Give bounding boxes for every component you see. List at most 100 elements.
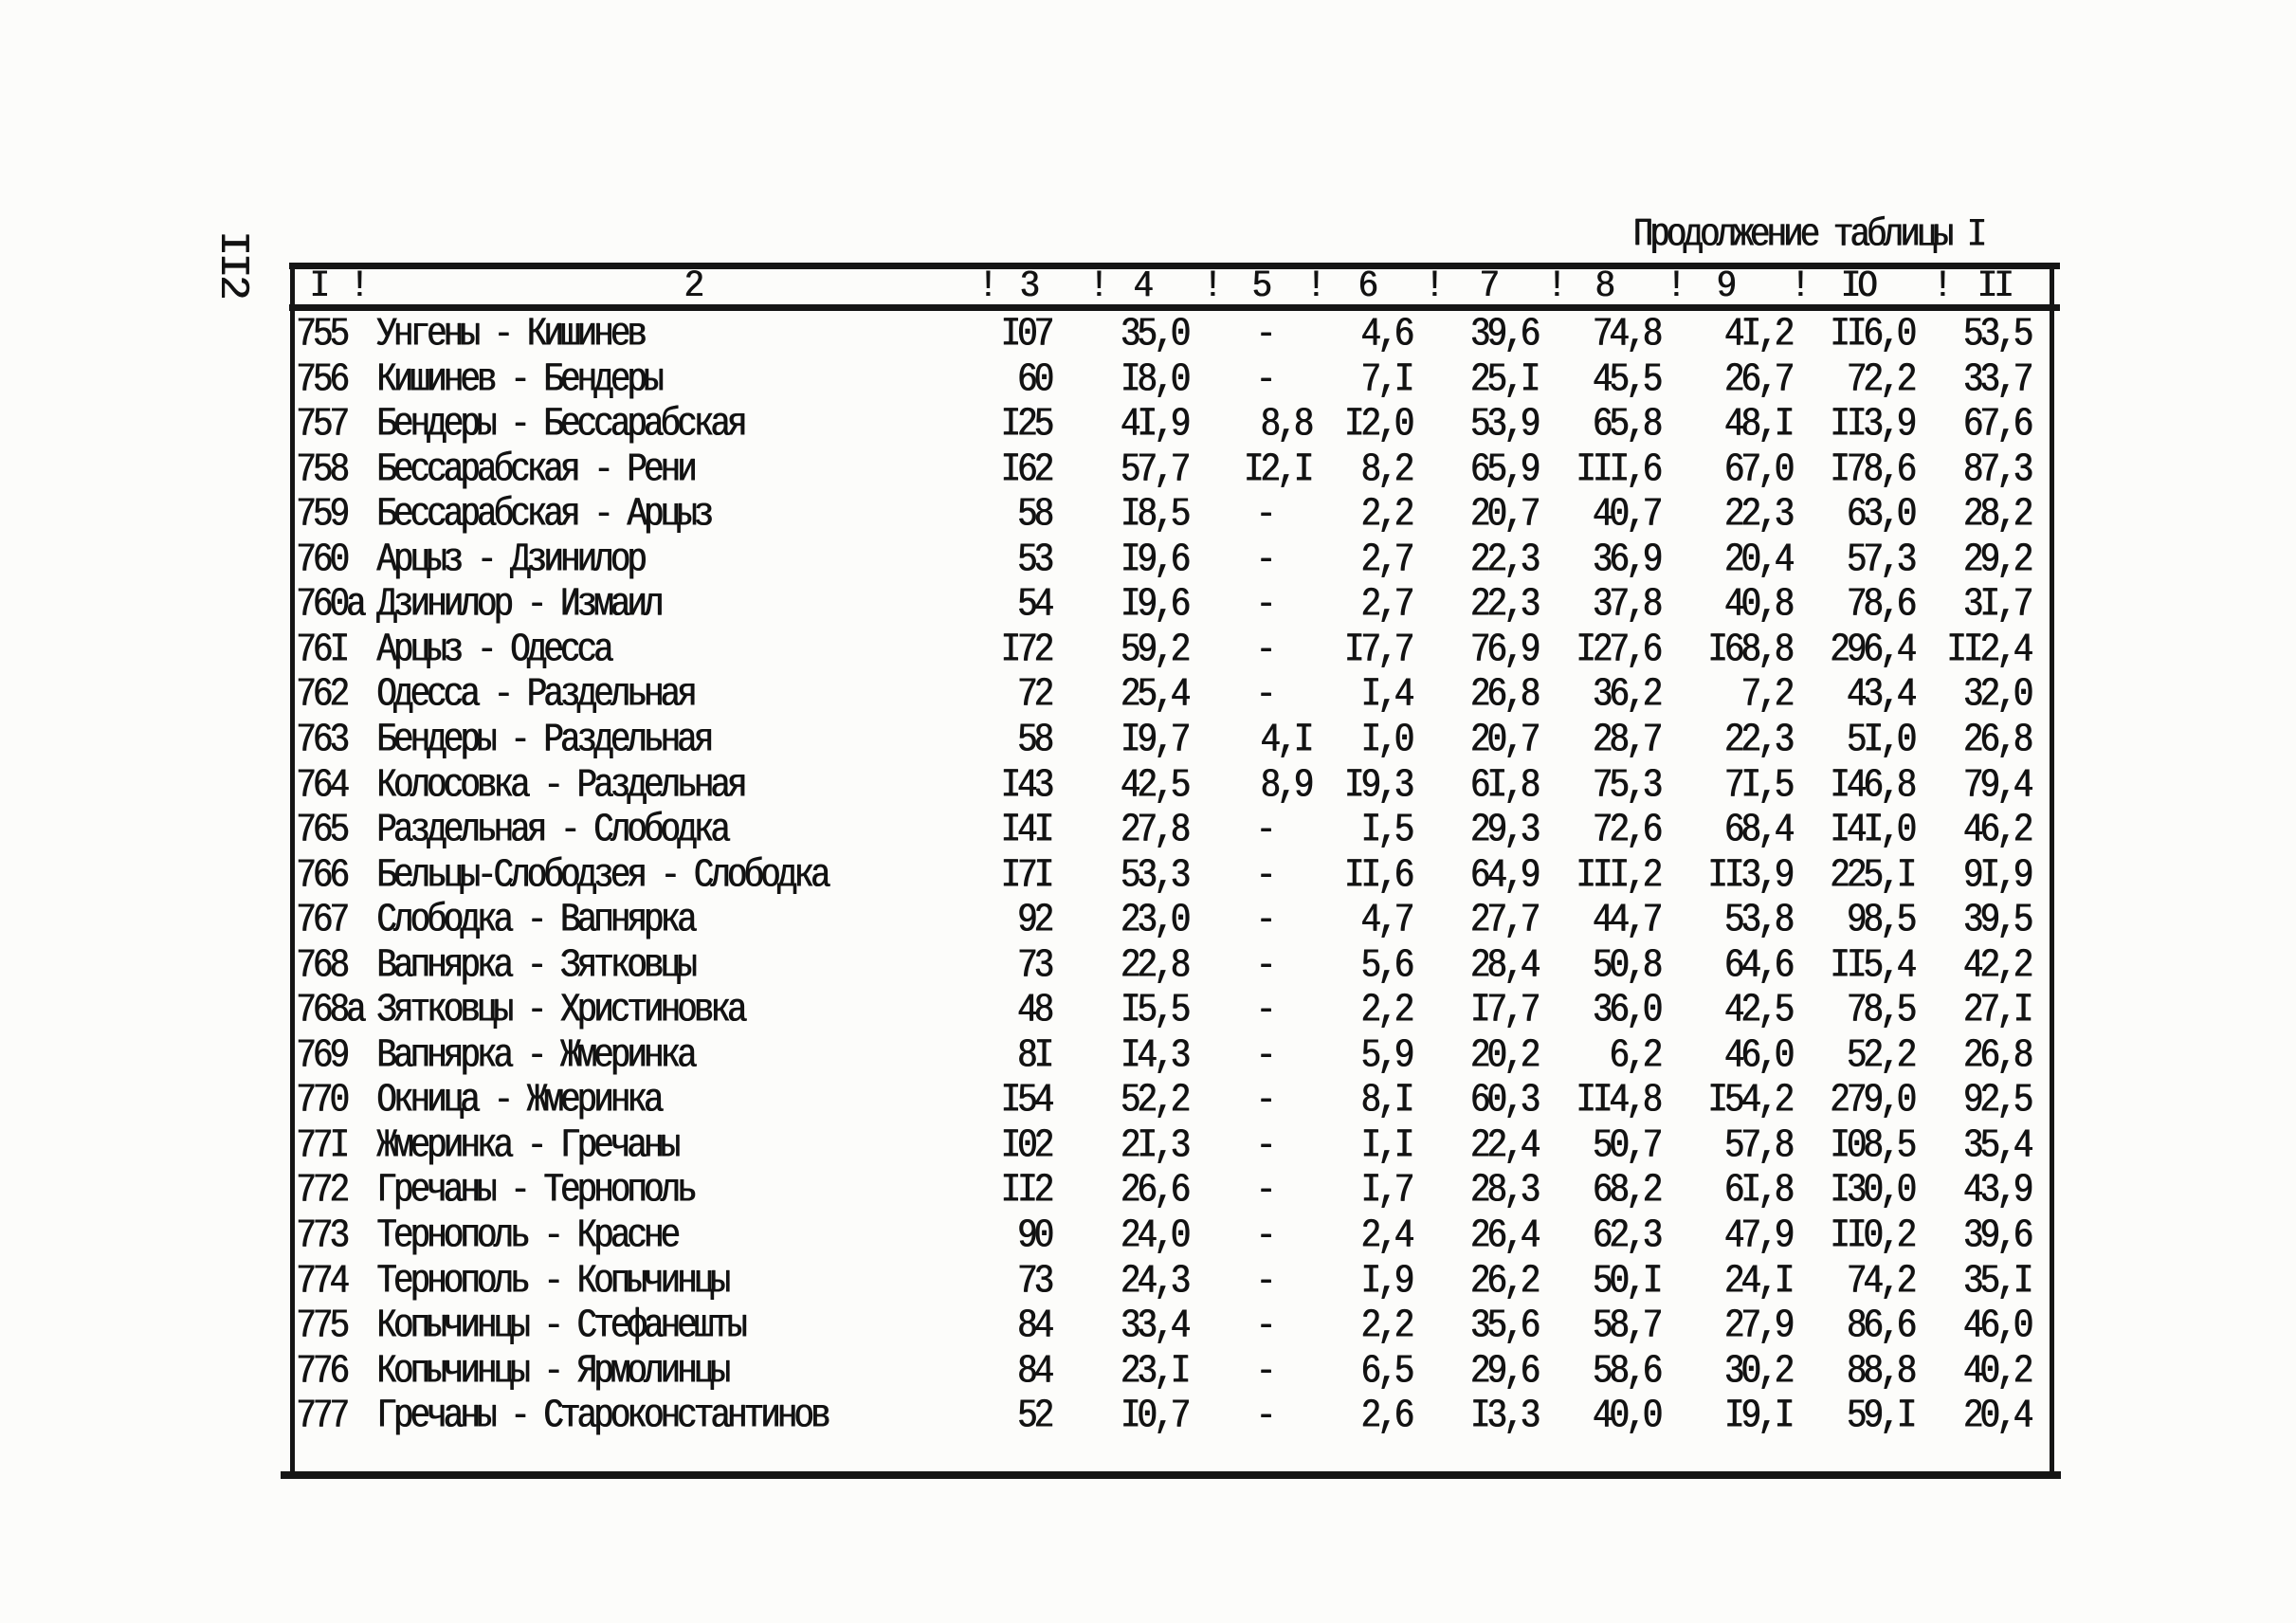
document-title: Продолжение таблицы I <box>1632 211 1987 257</box>
route-name: Копычинцы - Ярмолинцы <box>376 1348 731 1395</box>
route-name: Арцыз - Дзинилор <box>376 537 647 583</box>
route-name: Одесса - Раздельная <box>376 671 697 718</box>
route-name: Колосовка - Раздельная <box>376 762 747 809</box>
route-name: Зятковцы - Христиновка <box>376 987 747 1033</box>
table-row: 76I Арцыз - Одесса I72 59,2 - I7,7 76,9 I27,6 I6… <box>0 624 2296 678</box>
table-row: 772 Гречаны - Тернополь II2 26,6 - I,7 28,3 68,… <box>0 1164 2296 1218</box>
col-3-value: 58 <box>1016 491 1054 538</box>
route-number: 758 <box>296 447 350 493</box>
header-col-5: 5 <box>1251 264 1272 307</box>
col-11-value: 87,3 <box>1962 447 2033 493</box>
col-6-value: 2,2 <box>1360 987 1414 1033</box>
table-row: 763 Бендеры - Раздельная 58 I9,7 4,I I,0 20,7 2… <box>0 714 2296 768</box>
table-row: 768 Вапнярка - Зятковцы 73 22,8 - 5,6 28,4 50,8… <box>0 939 2296 994</box>
route-number: 769 <box>296 1032 350 1079</box>
table-row: 756 Кишинев - Бендеры 60 I8,0 - 7,I 25,I 45,5 26… <box>0 354 2296 408</box>
col-7-value: 20,2 <box>1469 1032 1540 1079</box>
col-3-value: 73 <box>1016 1258 1054 1304</box>
col-8-value: 36,0 <box>1592 987 1663 1033</box>
col-4-value: 2I,3 <box>1120 1122 1191 1169</box>
col-11-value: 32,0 <box>1962 671 2033 718</box>
col-8-value: 50,I <box>1592 1258 1663 1304</box>
table-row: 774 Тернополь - Копычинцы 73 24,3 - I,9 26,2 50… <box>0 1255 2296 1309</box>
header-col-2: 2 <box>683 264 704 307</box>
route-number: 774 <box>296 1258 350 1304</box>
col-11-value: 79,4 <box>1962 762 2033 809</box>
col-5-value: - <box>1255 1348 1276 1395</box>
col-4-value: 33,4 <box>1120 1303 1191 1349</box>
col-11-value: 35,I <box>1962 1258 2033 1304</box>
header-separator: ! <box>1202 264 1223 307</box>
col-7-value: I3,3 <box>1469 1393 1540 1439</box>
route-name: Кишинев - Бендеры <box>376 356 664 403</box>
col-3-value: I54 <box>1000 1077 1054 1123</box>
col-10-value: 43,4 <box>1846 671 1917 718</box>
col-10-value: 296,4 <box>1829 627 1917 673</box>
col-11-value: 39,6 <box>1962 1213 2033 1259</box>
col-6-value: 2,4 <box>1360 1213 1414 1259</box>
col-7-value: 27,7 <box>1469 897 1540 943</box>
col-3-value: II2 <box>1000 1167 1054 1213</box>
col-10-value: 279,0 <box>1829 1077 1917 1123</box>
col-5-value: - <box>1255 942 1276 989</box>
col-11-value: 26,8 <box>1962 1032 2033 1079</box>
col-8-value: 40,7 <box>1592 491 1663 538</box>
col-10-value: 59,I <box>1846 1393 1917 1439</box>
col-6-value: 6,5 <box>1360 1348 1414 1395</box>
col-4-value: 23,I <box>1120 1348 1191 1395</box>
col-7-value: 53,9 <box>1469 401 1540 447</box>
route-name: Копычинцы - Стефанешты <box>376 1303 747 1349</box>
route-name: Унгены - Кишинев <box>376 311 647 357</box>
col-10-value: 225,I <box>1829 852 1917 899</box>
col-5-value: - <box>1255 1258 1276 1304</box>
col-7-value: 28,4 <box>1469 942 1540 989</box>
col-11-value: 43,9 <box>1962 1167 2033 1213</box>
col-10-value: 5I,0 <box>1846 717 1917 763</box>
route-name: Бендеры - Раздельная <box>376 717 714 763</box>
table-row: 773 Тернополь - Красне 90 24,0 - 2,4 26,4 62,3 4… <box>0 1210 2296 1264</box>
col-11-value: 26,8 <box>1962 717 2033 763</box>
route-name: Гречаны - Староконстантинов <box>376 1393 830 1439</box>
col-9-value: 48,I <box>1723 401 1795 447</box>
col-9-value: 57,8 <box>1723 1122 1795 1169</box>
col-7-value: 29,3 <box>1469 807 1540 853</box>
route-number: 773 <box>296 1213 350 1259</box>
col-4-value: 24,0 <box>1120 1213 1191 1259</box>
col-5-value: - <box>1255 356 1276 403</box>
col-11-value: 27,I <box>1962 987 2033 1033</box>
col-3-value: I43 <box>1000 762 1054 809</box>
col-5-value: - <box>1255 1213 1276 1259</box>
col-7-value: 76,9 <box>1469 627 1540 673</box>
col-3-value: I62 <box>1000 447 1054 493</box>
header-separator: ! <box>1666 264 1686 307</box>
route-name: Раздельная - Слободка <box>376 807 731 853</box>
col-8-value: 75,3 <box>1592 762 1663 809</box>
route-name: Арцыз - Одесса <box>376 627 613 673</box>
header-separator: ! <box>1088 264 1109 307</box>
col-7-value: 60,3 <box>1469 1077 1540 1123</box>
col-6-value: 2,6 <box>1360 1393 1414 1439</box>
col-5-value: 8,8 <box>1260 401 1314 447</box>
table-row: 767 Слободка - Вапнярка 92 23,0 - 4,7 27,7 44,7… <box>0 894 2296 948</box>
col-8-value: 36,9 <box>1592 537 1663 583</box>
table-row: 77I Жмеринка - Гречаны I02 2I,3 - I,I 22,4 50,7… <box>0 1120 2296 1174</box>
col-4-value: I9,6 <box>1120 581 1191 628</box>
col-9-value: 27,9 <box>1723 1303 1795 1349</box>
col-6-value: 2,2 <box>1360 1303 1414 1349</box>
col-11-value: 29,2 <box>1962 537 2033 583</box>
col-7-value: 22,3 <box>1469 581 1540 628</box>
col-4-value: 53,3 <box>1120 852 1191 899</box>
col-3-value: 92 <box>1016 897 1054 943</box>
route-number: 757 <box>296 401 350 447</box>
col-5-value: - <box>1255 852 1276 899</box>
table-row: 759 Бессарабская - Арцыз 58 I8,5 - 2,2 20,7 40,… <box>0 488 2296 542</box>
col-6-value: II,6 <box>1343 852 1414 899</box>
route-number: 768а <box>296 987 366 1033</box>
col-6-value: I,5 <box>1360 807 1414 853</box>
route-name: Бельцы-Слободзея - Слободка <box>376 852 830 899</box>
col-3-value: 84 <box>1016 1303 1054 1349</box>
col-10-value: 52,2 <box>1846 1032 1917 1079</box>
col-5-value: - <box>1255 537 1276 583</box>
route-number: 759 <box>296 491 350 538</box>
col-6-value: 5,6 <box>1360 942 1414 989</box>
